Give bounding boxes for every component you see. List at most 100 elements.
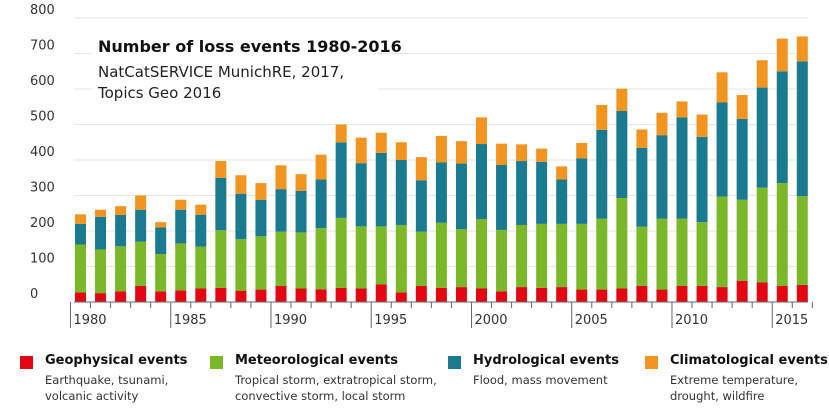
bar-2012-meteorological bbox=[716, 196, 728, 288]
bar-1992-hydrological bbox=[315, 179, 327, 229]
bar-1997-geophysical bbox=[415, 286, 427, 302]
legend-description-climatological: Extreme temperature, drought, wildfire bbox=[670, 373, 799, 403]
x-tick-label-2000: 2000 bbox=[474, 313, 507, 328]
bar-2012-geophysical bbox=[716, 287, 728, 302]
bar-2010-climatological bbox=[676, 101, 688, 118]
bar-2011-climatological bbox=[696, 114, 708, 137]
bar-1981-geophysical bbox=[95, 293, 107, 303]
x-tick-label-2010: 2010 bbox=[675, 313, 708, 328]
legend-label-hydrological: Hydrological events bbox=[473, 353, 619, 368]
bar-1980-geophysical bbox=[75, 292, 86, 302]
bar-2002-hydrological bbox=[516, 161, 528, 225]
y-tick-label: 0 bbox=[30, 287, 38, 302]
bar-2014-meteorological bbox=[756, 187, 768, 283]
bar-1995-geophysical bbox=[375, 284, 387, 302]
bar-1992-meteorological bbox=[315, 228, 327, 290]
bar-1989-climatological bbox=[255, 183, 267, 200]
bar-1981-meteorological bbox=[95, 249, 107, 294]
x-axis-ticks: 1980 1985 1990 1995 2000 2005 2010 2015 bbox=[69, 302, 813, 328]
bar-2006-meteorological bbox=[596, 218, 608, 290]
bar-1995-climatological bbox=[375, 132, 387, 153]
bar-2000-meteorological bbox=[476, 219, 487, 289]
bar-1999-climatological bbox=[455, 141, 467, 164]
bar-1987-climatological bbox=[215, 161, 227, 178]
bar-1988-hydrological bbox=[235, 193, 247, 240]
bar-2004-hydrological bbox=[556, 179, 568, 224]
bar-2002-meteorological bbox=[516, 224, 528, 288]
bar-2013-climatological bbox=[736, 95, 748, 119]
y-tick-label: 400 bbox=[30, 145, 55, 160]
legend-description-meteorological: Tropical storm, extratropical storm, con… bbox=[235, 373, 437, 403]
bar-2000-hydrological bbox=[476, 144, 487, 220]
bar-2005-geophysical bbox=[576, 289, 588, 302]
bar-2016-climatological bbox=[796, 36, 808, 62]
bar-1997-climatological bbox=[415, 157, 427, 181]
bar-1994-geophysical bbox=[355, 288, 367, 302]
bar-2004-climatological bbox=[556, 166, 568, 180]
bar-1985-hydrological bbox=[175, 209, 187, 244]
bar-1992-geophysical bbox=[315, 289, 327, 302]
bar-1986-hydrological bbox=[195, 214, 207, 247]
x-tick-label-2005: 2005 bbox=[575, 313, 608, 328]
x-tick-label-2015: 2015 bbox=[775, 313, 808, 328]
bar-1983-hydrological bbox=[135, 209, 147, 242]
bar-2016-geophysical bbox=[796, 284, 808, 302]
y-axis-ticks: 0 100 200 300 400 500 600 700 800 bbox=[30, 3, 55, 302]
bar-1985-geophysical bbox=[175, 290, 187, 302]
bar-2008-hydrological bbox=[636, 147, 648, 227]
bar-2001-geophysical bbox=[496, 291, 508, 302]
bar-2000-climatological bbox=[476, 117, 487, 145]
bar-1998-climatological bbox=[435, 135, 447, 163]
bar-2005-meteorological bbox=[576, 223, 588, 290]
bar-2015-geophysical bbox=[776, 286, 788, 302]
bar-1982-hydrological bbox=[115, 215, 127, 247]
legend-swatch-meteorological bbox=[210, 356, 223, 369]
chart-subtitle-line-1: NatCatSERVICE MunichRE, 2017, bbox=[98, 63, 345, 81]
bar-2001-climatological bbox=[496, 143, 508, 165]
bar-1989-meteorological bbox=[255, 236, 267, 290]
bar-2012-hydrological bbox=[716, 102, 728, 197]
bar-1981-climatological bbox=[95, 209, 107, 217]
bar-2002-geophysical bbox=[516, 287, 528, 302]
bar-1982-meteorological bbox=[115, 246, 127, 292]
y-tick-label: 800 bbox=[30, 3, 55, 18]
bar-1996-hydrological bbox=[395, 160, 407, 225]
bar-1995-hydrological bbox=[375, 152, 387, 227]
bar-2011-meteorological bbox=[696, 222, 708, 287]
bar-1988-geophysical bbox=[235, 290, 247, 302]
bar-1994-hydrological bbox=[355, 163, 367, 227]
bar-1990-meteorological bbox=[275, 231, 287, 287]
legend-label-geophysical: Geophysical events bbox=[45, 353, 188, 368]
legend-description-geophysical: Earthquake, tsunami, volcanic activity bbox=[45, 373, 169, 403]
bar-2007-hydrological bbox=[616, 111, 628, 198]
bar-1985-meteorological bbox=[175, 243, 187, 291]
bar-2009-climatological bbox=[656, 112, 668, 136]
bar-2000-geophysical bbox=[476, 288, 487, 302]
bar-1983-geophysical bbox=[135, 286, 147, 302]
bar-1991-climatological bbox=[295, 174, 307, 191]
bar-2009-meteorological bbox=[656, 218, 668, 290]
bar-1982-climatological bbox=[115, 206, 127, 216]
bar-1999-hydrological bbox=[455, 163, 467, 230]
bar-1987-hydrological bbox=[215, 177, 227, 231]
bar-2003-hydrological bbox=[536, 161, 548, 224]
bar-1982-geophysical bbox=[115, 291, 127, 302]
bar-2012-climatological bbox=[716, 72, 728, 103]
chart-subtitle-line-2: Topics Geo 2016 bbox=[98, 84, 222, 102]
bar-2005-climatological bbox=[576, 142, 588, 159]
bar-2003-meteorological bbox=[536, 223, 548, 288]
bar-1994-meteorological bbox=[355, 226, 367, 289]
y-tick-label: 200 bbox=[30, 216, 55, 231]
bar-1990-hydrological bbox=[275, 189, 287, 232]
bar-1998-hydrological bbox=[435, 162, 447, 223]
bar-2011-hydrological bbox=[696, 136, 708, 223]
bar-1991-geophysical bbox=[295, 288, 307, 302]
legend-swatch-geophysical bbox=[20, 356, 33, 369]
bar-2013-geophysical bbox=[736, 280, 748, 302]
bar-1992-climatological bbox=[315, 154, 327, 180]
legend-swatch-climatological bbox=[645, 356, 658, 369]
bar-1986-climatological bbox=[195, 204, 207, 215]
bar-2007-meteorological bbox=[616, 197, 628, 289]
bar-1990-climatological bbox=[275, 165, 287, 190]
bar-2014-climatological bbox=[756, 60, 768, 88]
